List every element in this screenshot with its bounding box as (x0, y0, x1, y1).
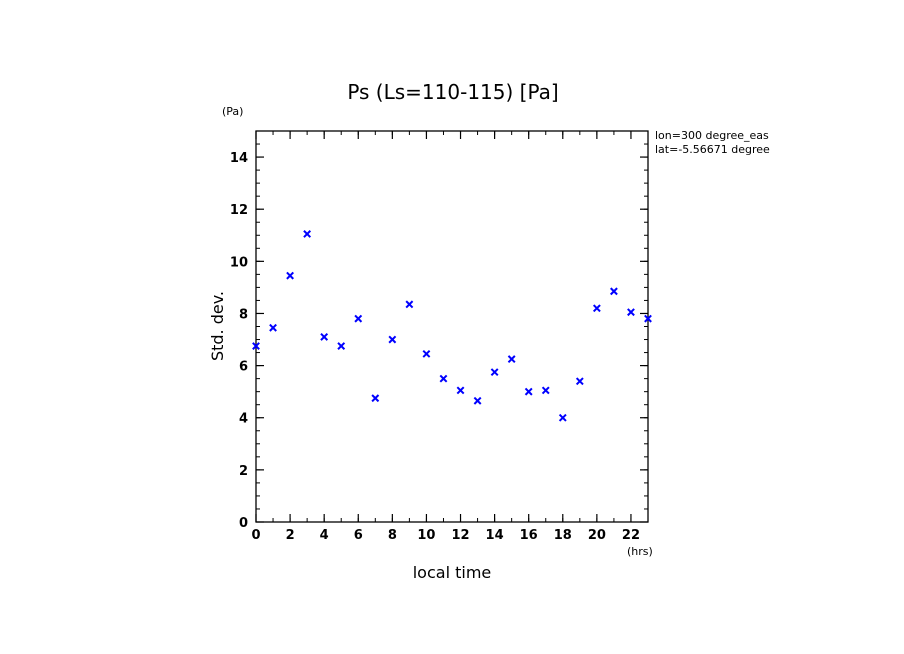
data-point-stroke (456, 386, 465, 395)
data-point (303, 230, 312, 238)
y-tick-label: 10 (230, 255, 248, 270)
data-point-stroke (371, 394, 380, 403)
x-tick-label: 0 (251, 528, 260, 543)
data-point-stroke (558, 413, 567, 422)
latitude-annotation: lat=-5.56671 degree (655, 143, 770, 156)
plot-frame (255, 130, 649, 523)
data-point (320, 333, 329, 341)
data-point (388, 335, 397, 344)
y-tick-label: 12 (230, 203, 248, 218)
longitude-annotation: lon=300 degree_eas (655, 129, 769, 142)
data-point (405, 300, 414, 309)
y-tick-label: 4 (239, 412, 248, 427)
x-tick-label: 4 (320, 528, 329, 543)
data-point (541, 386, 550, 395)
data-point-stroke (610, 287, 618, 296)
data-point-stroke (524, 387, 533, 396)
data-point (575, 377, 584, 386)
data-point-stroke (405, 300, 414, 309)
chart-title: Ps (Ls=110-115) [Pa] (347, 80, 558, 104)
data-point (558, 413, 567, 422)
y-axis-label: Std. dev. (208, 291, 227, 361)
y-tick-label: 2 (239, 464, 248, 479)
data-point-stroke (575, 377, 584, 386)
x-axis-unit: (hrs) (627, 545, 653, 558)
data-point-stroke (337, 342, 346, 350)
data-point-stroke (303, 230, 312, 238)
data-point (371, 394, 380, 403)
data-point-stroke (320, 333, 329, 341)
x-tick-label: 20 (588, 528, 606, 543)
y-axis-unit: (Pa) (222, 105, 243, 118)
x-tick-label: 2 (286, 528, 295, 543)
data-point (490, 368, 499, 377)
y-tick-label: 6 (239, 360, 248, 375)
y-tick-label: 0 (239, 516, 248, 531)
data-point-stroke (286, 271, 294, 280)
data-point-stroke (507, 355, 516, 363)
data-point-stroke (388, 335, 397, 344)
x-tick-label: 14 (486, 528, 504, 543)
data-point-stroke (541, 386, 550, 395)
data-point (422, 349, 431, 358)
data-point (337, 342, 346, 350)
x-tick-label: 6 (354, 528, 363, 543)
y-tick-label: 8 (239, 307, 248, 322)
data-point (592, 304, 601, 313)
data-point-stroke (354, 314, 363, 323)
data-point (507, 355, 516, 363)
data-point (439, 374, 448, 383)
y-tick-label: 14 (230, 151, 248, 166)
x-tick-label: 8 (388, 528, 397, 543)
data-point (456, 386, 465, 395)
data-point (252, 342, 260, 350)
data-point-stroke (490, 368, 499, 377)
data-point (354, 314, 363, 323)
data-point-stroke (439, 374, 448, 383)
x-tick-label: 22 (622, 528, 640, 543)
data-point-stroke (422, 349, 431, 358)
x-tick-label: 18 (554, 528, 572, 543)
data-point-stroke (473, 396, 482, 405)
data-point (269, 323, 277, 332)
x-tick-label: 10 (417, 528, 435, 543)
data-point-stroke (627, 308, 635, 317)
x-tick-label: 12 (451, 528, 469, 543)
data-point-stroke (592, 304, 601, 313)
data-point (644, 314, 652, 323)
data-point (286, 271, 294, 280)
data-point (610, 287, 618, 296)
data-point-stroke (644, 314, 652, 323)
data-point (473, 396, 482, 405)
x-axis-label: local time (413, 563, 492, 582)
x-tick-label: 16 (520, 528, 538, 543)
data-point-stroke (269, 323, 277, 332)
data-point-stroke (252, 342, 260, 350)
data-point (524, 387, 533, 396)
data-point (627, 308, 635, 317)
